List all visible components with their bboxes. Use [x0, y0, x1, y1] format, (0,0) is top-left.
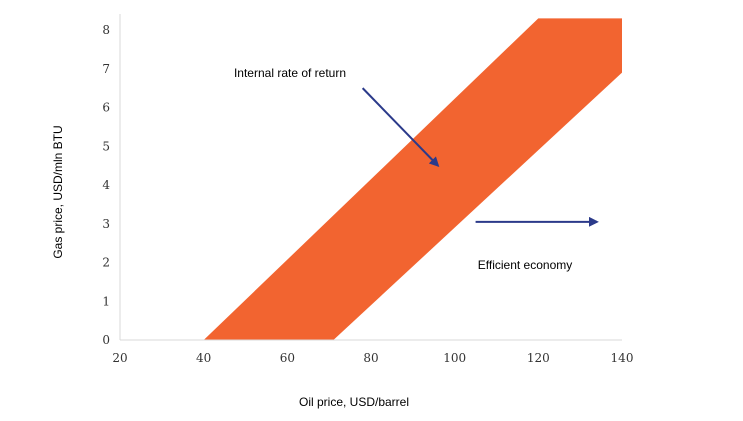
x-tick-label: 120	[527, 351, 550, 365]
x-axis-title: Oil price, USD/barrel	[299, 395, 409, 409]
x-tick-label: 60	[280, 351, 295, 365]
x-tick-label: 100	[443, 351, 466, 365]
y-tick-label: 1	[102, 294, 110, 308]
x-tick-label: 140	[611, 351, 634, 365]
y-tick-label: 8	[102, 23, 110, 37]
annotation-label: Internal rate of return	[234, 66, 346, 80]
annotation-label: Efficient economy	[478, 258, 573, 272]
band-area	[203, 18, 622, 341]
y-tick-label: 6	[102, 101, 110, 115]
y-tick-label: 5	[102, 139, 110, 153]
annotation-arrow	[361, 87, 440, 168]
y-tick-label: 4	[102, 178, 110, 192]
y-tick-label: 2	[102, 256, 110, 270]
x-tick-label: 80	[363, 351, 378, 365]
y-tick-label: 7	[102, 62, 110, 76]
y-tick-label: 0	[102, 333, 110, 347]
x-tick-label: 20	[112, 351, 127, 365]
y-tick-label: 3	[102, 217, 110, 231]
y-axis-title: Gas price, USD/mln BTU	[51, 125, 65, 258]
x-tick-label: 40	[196, 351, 211, 365]
